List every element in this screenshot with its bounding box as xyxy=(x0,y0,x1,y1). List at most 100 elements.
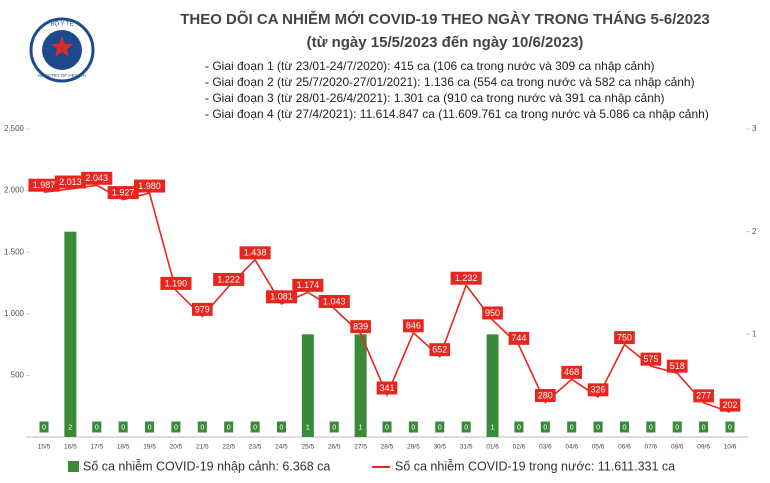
line-label: 1.190 xyxy=(165,278,188,288)
bar-label: 0 xyxy=(596,424,600,431)
bar-label-bg xyxy=(540,421,550,433)
x-tick-label: 06/6 xyxy=(618,444,631,451)
chart-subtitle: (từ ngày 15/5/2023 đến ngày 10/6/2023) xyxy=(307,34,584,51)
line-label-bg xyxy=(107,186,139,200)
y2ticks-label: 3 xyxy=(752,124,757,133)
y2ticks-label: 1 xyxy=(752,329,757,338)
bar-label: 0 xyxy=(411,424,415,431)
chart-title: THEO DÕI CA NHIỄM MỚI COVID-19 THEO NGÀY… xyxy=(180,10,710,28)
x-tick-label: 01/6 xyxy=(486,444,499,451)
line-label: 1.927 xyxy=(112,187,135,197)
line-label: 2.013 xyxy=(59,177,82,187)
bar-label-bg xyxy=(118,421,128,433)
line-label: 2.043 xyxy=(86,173,109,183)
line-label-bg xyxy=(482,306,503,320)
bar-label: 1 xyxy=(306,424,310,431)
note: - Giai đoạn 1 (từ 23/01-24/7/2020): 415 … xyxy=(205,59,655,73)
line-label-bg xyxy=(429,343,451,357)
bar-label-bg xyxy=(567,421,577,433)
x-tick-label: 04/6 xyxy=(565,444,578,451)
line-label: 1.174 xyxy=(297,280,320,290)
bar xyxy=(354,334,367,437)
bar-label-bg xyxy=(224,421,234,433)
line-label-bg xyxy=(450,271,482,285)
x-tick-label: 10/6 xyxy=(724,444,737,451)
logo-bottom: MINISTRY OF HEALTH xyxy=(38,73,86,78)
line-label-bg xyxy=(191,302,213,316)
bar-label: 0 xyxy=(42,424,46,431)
x-tick-label: 29/5 xyxy=(407,444,420,451)
x-tick-label: 08/6 xyxy=(671,444,684,451)
line-label-bg xyxy=(239,246,271,260)
bar-label-bg xyxy=(250,421,260,433)
line-label: 341 xyxy=(379,383,394,393)
bar-label-bg xyxy=(65,421,75,433)
x-tick-label: 22/5 xyxy=(222,444,235,451)
y2ticks-label: 2 xyxy=(752,227,757,236)
line-label: 1.043 xyxy=(323,296,346,306)
yticks-label: 2.500 xyxy=(4,124,25,133)
bar-label: 0 xyxy=(174,424,178,431)
line-label: 280 xyxy=(538,390,553,400)
bar-label: 0 xyxy=(227,424,231,431)
line-label: 468 xyxy=(564,367,579,377)
bar-label: 0 xyxy=(121,424,125,431)
x-tick-label: 02/6 xyxy=(513,444,526,451)
bar-label: 0 xyxy=(148,424,152,431)
x-tick-label: 17/5 xyxy=(90,444,103,451)
bar-label: 2 xyxy=(68,424,72,431)
line-label-bg xyxy=(561,365,583,379)
line-label-bg xyxy=(508,331,530,345)
bar-label-bg xyxy=(646,421,656,433)
bar-label: 0 xyxy=(649,424,653,431)
bar-label: 0 xyxy=(438,424,442,431)
bar-label: 0 xyxy=(332,424,336,431)
bar-label-bg xyxy=(39,421,49,433)
line-label-bg xyxy=(614,331,635,345)
line-label-bg xyxy=(534,389,556,403)
line-label-bg xyxy=(160,276,192,290)
line-label: 326 xyxy=(591,385,606,395)
x-tick-label: 27/5 xyxy=(354,444,367,451)
x-tick-label: 24/5 xyxy=(275,444,288,451)
bar-label-bg xyxy=(593,421,603,433)
logo: BỘ Y TẾ MINISTRY OF HEALTH xyxy=(29,17,95,83)
bar xyxy=(486,334,499,437)
line-label: 1.980 xyxy=(138,181,161,191)
x-tick-label: 31/5 xyxy=(460,444,473,451)
bar-label-bg xyxy=(408,421,418,433)
legend-label: Số ca nhiễm COVID-19 nhập cảnh: 6.368 ca xyxy=(83,458,330,473)
bar-label-bg xyxy=(672,421,682,433)
bar-label-bg xyxy=(488,421,498,433)
line-label-bg xyxy=(719,398,741,412)
line-label-bg xyxy=(587,383,609,397)
line-label: 1.081 xyxy=(270,292,293,302)
x-tick-label: 05/6 xyxy=(592,444,605,451)
line-label-bg xyxy=(133,179,166,193)
x-tick-label: 03/6 xyxy=(539,444,552,451)
line-label: 652 xyxy=(432,345,447,355)
line-label-bg xyxy=(28,178,60,192)
line xyxy=(43,184,731,413)
x-tick-label: 26/5 xyxy=(328,444,341,451)
line-label-bg xyxy=(318,295,350,309)
note: - Giai đoạn 2 (từ 25/7/2020-27/01/2021):… xyxy=(205,75,695,89)
x-tick-label: 07/6 xyxy=(645,444,658,451)
bar-label: 0 xyxy=(464,424,468,431)
bar-label: 1 xyxy=(491,424,495,431)
bar-label-bg xyxy=(382,421,392,433)
bar-label: 0 xyxy=(543,424,547,431)
line-label-bg xyxy=(292,278,324,292)
yticks-label: 1.000 xyxy=(4,309,25,318)
bar xyxy=(64,231,77,437)
line-label-bg xyxy=(403,319,424,333)
x-tick-label: 21/5 xyxy=(196,444,209,451)
bar-label-bg xyxy=(171,421,181,433)
bar xyxy=(301,334,314,437)
bar-label: 1 xyxy=(359,424,363,431)
bar-label: 0 xyxy=(570,424,574,431)
bar-label-bg xyxy=(329,421,339,433)
bar-label-bg xyxy=(145,421,155,433)
line-label: 950 xyxy=(485,308,500,318)
line-label-bg xyxy=(350,320,371,334)
